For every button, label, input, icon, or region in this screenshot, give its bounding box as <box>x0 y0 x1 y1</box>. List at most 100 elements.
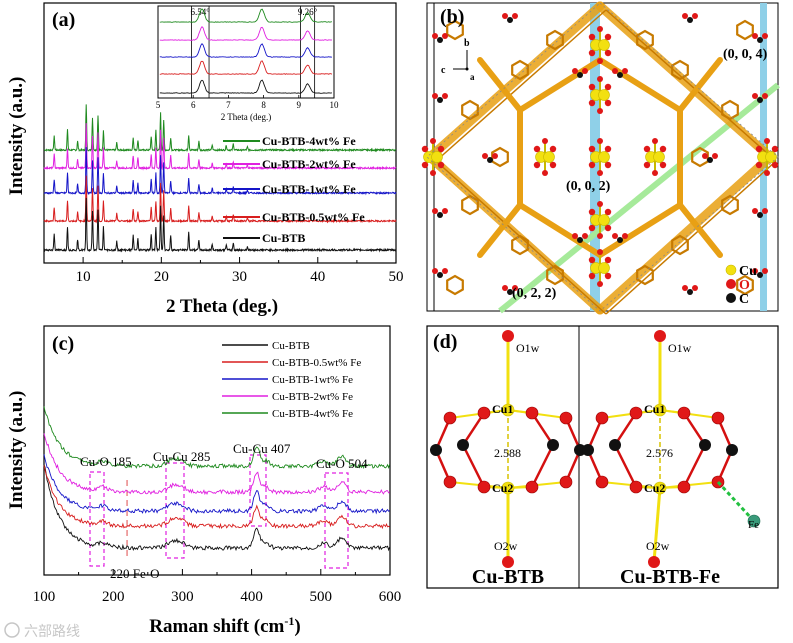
framework-edge-0 <box>595 1 775 162</box>
carbon-tip-15 <box>617 237 623 243</box>
inset-marker-label-1: 9.26° <box>298 7 318 17</box>
d-right-carbon-3 <box>726 444 738 456</box>
oxygen-tip-b-16 <box>482 153 488 159</box>
oxygen-tip-a-0 <box>442 33 448 39</box>
d-left-oxygen-6 <box>525 480 539 494</box>
oxygen-tip-a-9 <box>692 13 698 19</box>
legend-o-dot <box>726 279 736 289</box>
framework-edge-inner-0 <box>605 9 777 162</box>
xrd-series-label-0: Cu-BTB-4wt% Fe <box>262 134 356 148</box>
raman-annotation-3: Cu-O 504 <box>316 456 368 471</box>
oxygen-tip-b-3 <box>432 268 438 274</box>
d-right-title: Cu-BTB-Fe <box>620 566 720 588</box>
panel-c-x-title-sup: -1 <box>284 614 294 628</box>
raman-legend-label-2: Cu-BTB-1wt% Fe <box>272 374 353 386</box>
xrd-series-label-3: Cu-BTB-0.5wt% Fe <box>262 210 365 224</box>
panel-d-frame <box>426 325 779 589</box>
benzene-ring-3 <box>671 234 689 256</box>
framework-guide <box>426 2 779 312</box>
oxygen-tip-a-8 <box>512 13 518 19</box>
raman-trace-0 <box>43 464 391 552</box>
framework-linker-3 <box>597 202 683 258</box>
carbon-tip-12 <box>577 72 583 78</box>
xrd-series-label-1: Cu-BTB-2wt% Fe <box>262 157 356 171</box>
inset-traces <box>159 8 333 94</box>
framework-linker-6 <box>477 57 523 113</box>
oxygen-tip-b-14 <box>572 233 578 239</box>
panel-a: (a) Cu-BTB-4wt% Fe Cu-BTB-2wt% Fe Cu-BTB-1… <box>6 2 404 317</box>
d-left-title: Cu-BTB <box>472 566 544 588</box>
paddlewheel-cu-btb: O1w Cu1 Cu2 O2w 2.588 <box>430 330 586 568</box>
xrd-trace-1 <box>43 123 397 171</box>
d-left-oxygen-7 <box>559 475 573 489</box>
carbon-tip-6 <box>757 212 763 218</box>
cu-node-oxygen-6-2 <box>755 161 763 169</box>
cu-node-water-top-4 <box>652 138 658 144</box>
carbon-tip-2 <box>437 212 443 218</box>
benzene-ring-10 <box>546 264 564 286</box>
benzene-ring-5 <box>721 99 739 121</box>
oxygen-tip-a-10 <box>512 285 518 291</box>
d-left-oxygen-4 <box>443 475 457 489</box>
d-left-carbon-1 <box>457 439 469 451</box>
cu-node-water-bottom-5 <box>430 170 436 176</box>
oxygen-tip-a-16 <box>492 153 498 159</box>
inset-tick-label-5: 10 <box>330 100 340 110</box>
cu-node-oxygen-4-0 <box>643 145 651 153</box>
benzene-ring-8 <box>546 29 564 51</box>
panel-d-tag: (d) <box>433 331 457 353</box>
xrd-trace-0 <box>43 104 397 153</box>
benzene-ring-7 <box>721 194 739 216</box>
oxygen-tip-b-2 <box>432 208 438 214</box>
cu-node-oxygen-2-0 <box>588 145 596 153</box>
raman-band-box-0 <box>89 471 105 567</box>
oxygen-tip-a-11 <box>692 285 698 291</box>
panel-c-annotations: Cu-O 185 Cu-Cu 285 Cu-Cu 407 Cu-O 504 220 Fe… <box>80 441 368 581</box>
d-left-label-cu2: Cu2 <box>492 481 513 495</box>
oxygen-tip-a-5 <box>762 93 768 99</box>
oxygen-tip-a-4 <box>762 33 768 39</box>
watermark-icon <box>4 622 20 638</box>
oxygen-tip-b-12 <box>572 68 578 74</box>
oxygen-tip-a-13 <box>622 68 628 74</box>
d-right-label-fe: Fe <box>748 519 759 531</box>
benzene-ring-17 <box>736 274 754 296</box>
cu-node-oxygen-4-2 <box>643 161 651 169</box>
d-left-label-cu1: Cu1 <box>492 402 513 416</box>
panel-a-frame <box>43 2 397 264</box>
panel-a-tag: (a) <box>52 9 75 31</box>
cu-node-water-top-2 <box>597 138 603 144</box>
raman-annotation-1: Cu-Cu 285 <box>153 449 210 464</box>
framework-linker-1 <box>597 57 683 113</box>
oxygen-tip-b-4 <box>752 33 758 39</box>
cu-node-oxygen-3-1 <box>549 145 557 153</box>
d-left-water-bottom <box>502 556 514 568</box>
xrd-tick-label-1: 20 <box>154 269 169 285</box>
cu-node-cu-b-6 <box>765 151 777 163</box>
framework-edge-inner-1 <box>605 160 777 315</box>
cu-node-cu-b-8 <box>598 214 610 226</box>
d-left-oxygen-2 <box>525 406 539 420</box>
cu-node-oxygen-8-2 <box>588 224 596 232</box>
oxygen-tip-a-6 <box>762 208 768 214</box>
cu-node-cu-b-1 <box>598 262 610 274</box>
paddlewheel-cu-btb-fe: O1w Cu1 Cu2 O2w 2.576 Fe <box>582 330 761 568</box>
cu-node-oxygen-0-0 <box>588 33 596 41</box>
d-left-oxygen-0 <box>443 411 457 425</box>
d-left-cu1-atom <box>501 403 515 417</box>
cu-node-oxygen-6-0 <box>755 145 763 153</box>
panel-b: (b) (0, 0, 4) (0, 0, 2) (0, 2, 2) b c a … <box>421 1 780 315</box>
benzene-ring-12 <box>491 146 509 168</box>
raman-legend-label-4: Cu-BTB-4wt% Fe <box>272 408 353 420</box>
panel-a-x-title: 2 Theta (deg.) <box>166 296 278 317</box>
axis-b-label: b <box>464 38 470 49</box>
panel-a-inset: 6.54° 9.26° 5 6 7 8 9 10 2 Theta (deg.) <box>156 5 340 122</box>
cu-node-oxygen-0-3 <box>604 49 612 57</box>
d-left-cu2-atom <box>501 481 515 495</box>
cu-node-oxygen-7-1 <box>604 83 612 91</box>
d-left-carbon-2 <box>547 439 559 451</box>
cu-node-water-bottom-4 <box>652 170 658 176</box>
framework-edge-2 <box>425 152 605 315</box>
cu-node-oxygen-5-0 <box>421 145 429 153</box>
carbon-tip-14 <box>577 237 583 243</box>
